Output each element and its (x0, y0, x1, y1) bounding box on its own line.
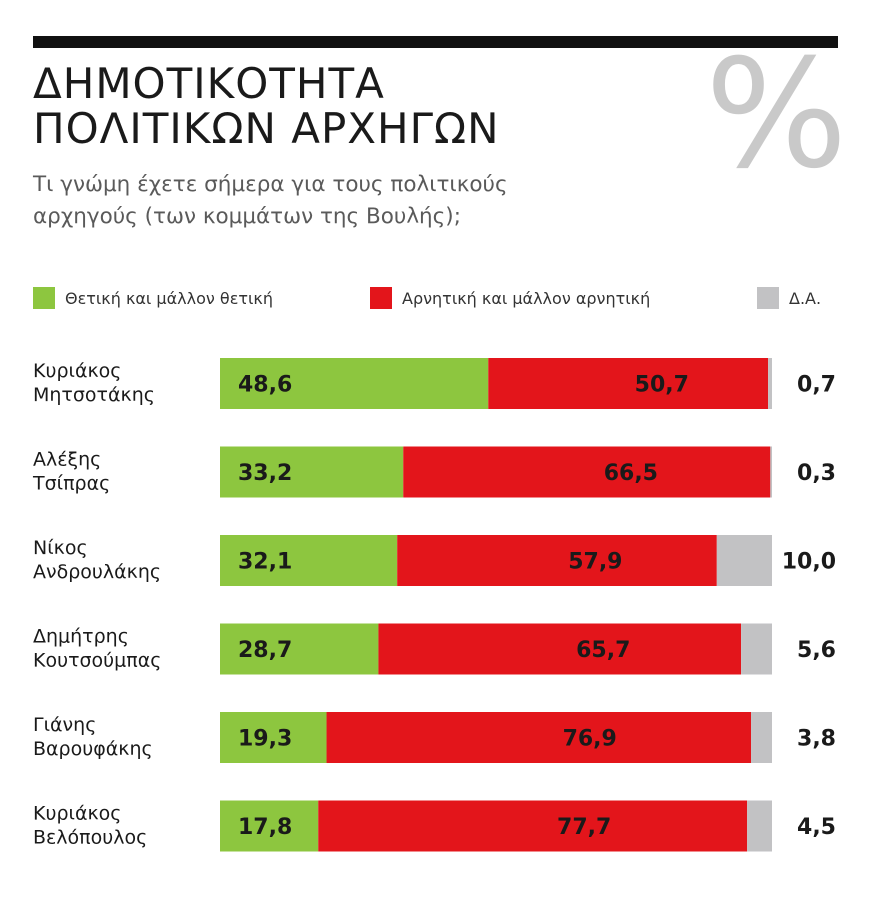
leader-name-line: Βαρουφάκης (33, 738, 153, 760)
leader-name-line: Μητσοτάκης (33, 384, 155, 406)
leader-name: Κυριάκος Βελόπουλος (33, 803, 147, 849)
leader-name: Νίκος Ανδρουλάκης (33, 537, 161, 583)
bar-row-3: Νίκος Ανδρουλάκης 32,1 57,9 10,0 (33, 535, 836, 586)
subtitle-line-2: αρχηγούς (των κομμάτων της Βουλής); (33, 204, 461, 229)
leader-name: Αλέξης Τσίπρας (32, 449, 110, 495)
leader-name-line: Αλέξης (33, 449, 101, 471)
bar-row-1: Κυριάκος Μητσοτάκης 48,6 50,7 0,7 (33, 358, 836, 409)
legend-item-negative: Αρνητική και μάλλον αρνητική (370, 285, 650, 311)
positive-value-label: 19,3 (238, 727, 292, 752)
legend-swatch-positive (33, 287, 55, 309)
positive-value-label: 32,1 (238, 550, 292, 575)
bar-row-6: Κυριάκος Βελόπουλος 17,8 77,7 4,5 (33, 800, 836, 852)
legend-swatch-negative (370, 287, 392, 309)
no-answer-value-label: 10,0 (782, 550, 836, 575)
positive-value-label: 28,7 (238, 638, 292, 663)
legend-item-positive: Θετική και μάλλον θετική (33, 285, 273, 311)
negative-bar-segment (403, 446, 771, 498)
leader-name-line: Βελόπουλος (33, 827, 147, 849)
no-answer-bar-segment (770, 446, 772, 498)
negative-value-label: 57,9 (568, 550, 622, 575)
bar-row-4: Δημήτρης Κουτσούμπας 28,7 65,7 5,6 (33, 623, 836, 675)
no-answer-value-label: 4,5 (797, 815, 836, 840)
no-answer-value-label: 5,6 (797, 638, 836, 663)
legend-label-no-answer: Δ.Α. (789, 288, 822, 308)
legend-swatch-no-answer (757, 287, 779, 309)
positive-bar-segment (220, 800, 319, 852)
bar-row-5: Γιάνης Βαρουφάκης 19,3 76,9 3,8 (33, 712, 836, 763)
leader-name: Γιάνης Βαρουφάκης (33, 714, 153, 760)
positive-bar-segment (220, 535, 398, 586)
positive-value-label: 17,8 (238, 815, 292, 840)
negative-bar-segment (318, 800, 748, 852)
negative-value-label: 66,5 (604, 461, 658, 486)
legend-item-no-answer: Δ.Α. (757, 285, 821, 311)
leader-name-line: Νίκος (33, 537, 88, 559)
title-line-2: ΠΟΛΙΤΙΚΩΝ ΑΡΧΗΓΩΝ (33, 104, 500, 153)
positive-bar-segment (220, 623, 379, 675)
no-answer-value-label: 0,3 (797, 461, 836, 486)
leader-name: Κυριάκος Μητσοτάκης (33, 360, 155, 406)
leader-name-line: Κυριάκος (33, 803, 121, 825)
positive-bar-segment (220, 446, 404, 498)
leader-name-line: Δημήτρης (33, 626, 129, 648)
leader-name-line: Κυριάκος (33, 360, 121, 382)
top-rule (33, 36, 838, 48)
positive-bar-segment (220, 358, 489, 409)
no-answer-bar-segment (741, 623, 772, 675)
negative-bar-segment (378, 623, 742, 675)
positive-value-label: 48,6 (238, 373, 292, 398)
title-line-1: ΔΗΜΟΤΙΚΟΤΗΤΑ (33, 59, 385, 108)
negative-bar-segment (397, 535, 717, 586)
negative-value-label: 50,7 (635, 373, 689, 398)
bar-row-2: Αλέξης Τσίπρας 33,2 66,5 0,3 (32, 446, 836, 498)
positive-value-label: 33,2 (238, 461, 292, 486)
no-answer-bar-segment (747, 800, 772, 852)
no-answer-value-label: 0,7 (797, 373, 836, 398)
leader-name-line: Ανδρουλάκης (33, 561, 161, 583)
negative-value-label: 65,7 (576, 638, 630, 663)
subtitle-line-1: Τι γνώμη έχετε σήμερα για τους πολιτικού… (33, 172, 508, 197)
legend-label-negative: Αρνητική και μάλλον αρνητική (402, 288, 651, 308)
negative-bar-segment (326, 712, 752, 763)
leader-name-line: Γιάνης (33, 714, 96, 736)
leader-name-line: Τσίπρας (32, 473, 110, 495)
no-answer-value-label: 3,8 (797, 727, 836, 752)
leader-name: Δημήτρης Κουτσούμπας (33, 626, 161, 672)
negative-value-label: 76,9 (563, 727, 617, 752)
negative-value-label: 77,7 (557, 815, 611, 840)
no-answer-bar-segment (751, 712, 772, 763)
leader-name-line: Κουτσούμπας (33, 650, 161, 672)
negative-bar-segment (488, 358, 769, 409)
positive-bar-segment (220, 712, 327, 763)
no-answer-bar-segment (716, 535, 772, 586)
percent-icon: % (705, 28, 848, 202)
legend-label-positive: Θετική και μάλλον θετική (65, 288, 273, 308)
no-answer-bar-segment (768, 358, 772, 409)
